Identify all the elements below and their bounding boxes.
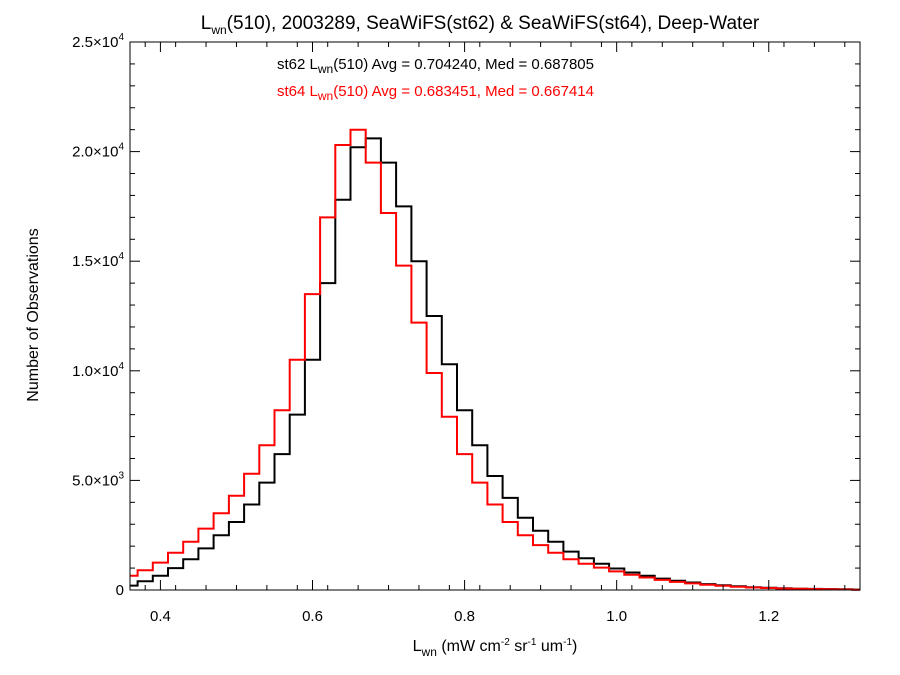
- y-tick-exponent-1: 3: [118, 470, 124, 481]
- y-tick-label-3: 1.5×104: [72, 251, 124, 270]
- y-tick-mantissa-4: 2.0×10: [72, 144, 118, 161]
- y-tick-label-1: 5.0×103: [72, 470, 124, 489]
- y-axis-label: Number of Observations: [25, 228, 42, 401]
- series-line-0: [130, 137, 860, 591]
- stats-st62-prefix: st62 L: [277, 56, 318, 73]
- xlabel-part-1: -2: [501, 637, 510, 648]
- stats-label-st62: st62 Lwn(510) Avg = 0.704240, Med = 0.68…: [277, 56, 594, 76]
- y-tick-mantissa-3: 1.5×10: [72, 253, 118, 270]
- y-tick-label-4: 2.0×104: [72, 142, 124, 161]
- y-tick-exponent-5: 4: [118, 32, 124, 43]
- x-tick-label-2: 0.8: [454, 608, 475, 625]
- x-tick-label-4: 1.2: [758, 608, 779, 625]
- xlabel-part-6: ): [572, 638, 577, 655]
- stats-st64-subscript: wn: [317, 89, 333, 103]
- stats-st62-suffix: (510) Avg = 0.704240, Med = 0.687805: [333, 56, 594, 73]
- y-tick-label-2: 1.0×104: [72, 361, 124, 380]
- title-subscript: wn: [210, 23, 226, 37]
- y-tick-exponent-2: 4: [118, 361, 124, 372]
- y-tick-label-5: 2.5×104: [72, 32, 124, 51]
- chart-title: Lwn(510), 2003289, SeaWiFS(st62) & SeaWi…: [201, 13, 760, 37]
- y-tick-mantissa-2: 1.0×10: [72, 363, 118, 380]
- y-tick-mantissa-0: 0: [116, 582, 124, 599]
- plot-area: 0.4 0.6 0.8 1.0 1.205.0×1031.0×1041.5×1042.0…: [72, 32, 861, 625]
- y-tick-mantissa-1: 5.0×10: [72, 472, 118, 489]
- y-tick-mantissa-5: 2.5×10: [72, 34, 118, 51]
- y-tick-label-0: 0: [116, 582, 124, 599]
- xlabel-part-2: sr: [510, 638, 528, 655]
- stats-label-st64: st64 Lwn(510) Avg = 0.683451, Med = 0.66…: [277, 83, 594, 103]
- xlabel-subscript: wn: [421, 645, 437, 659]
- xlabel-part-4: um: [536, 638, 563, 655]
- x-tick-label-1: 0.6: [302, 608, 323, 625]
- x-tick-label-0: 0.4: [150, 608, 171, 625]
- xlabel-prefix: L: [413, 638, 422, 655]
- title-suffix: (510), 2003289, SeaWiFS(st62) & SeaWiFS(…: [227, 13, 760, 34]
- series-line-1: [130, 128, 860, 591]
- x-tick-label-3: 1.0: [606, 608, 627, 625]
- stats-st64-suffix: (510) Avg = 0.683451, Med = 0.667414: [333, 83, 594, 100]
- y-tick-exponent-4: 4: [118, 142, 124, 153]
- xlabel-part-3: -1: [528, 637, 537, 648]
- stats-st64-prefix: st64 L: [277, 83, 318, 100]
- title-prefix: L: [201, 13, 212, 34]
- x-axis-label: Lwn (mW cm-2 sr-1 um-1): [413, 637, 578, 659]
- plot-frame: [129, 41, 861, 591]
- xlabel-part-5: -1: [563, 637, 572, 648]
- y-tick-exponent-3: 4: [118, 251, 124, 262]
- stats-st62-subscript: wn: [317, 62, 333, 76]
- xlabel-part-0: (mW cm: [437, 638, 501, 655]
